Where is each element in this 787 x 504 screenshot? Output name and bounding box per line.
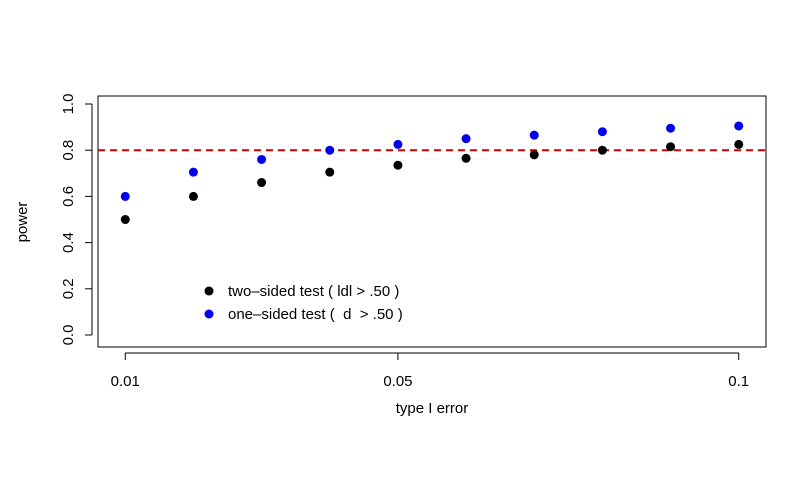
data-point-series-2 [325,145,335,155]
data-point-series-1 [325,167,335,177]
data-point-series-2 [120,191,130,201]
data-point-series-2 [529,130,539,140]
data-point-series-1 [666,142,676,152]
data-point-series-2 [597,127,607,137]
data-point-series-1 [393,160,403,170]
legend-marker-series-1 [204,286,214,296]
legend: two–sided test ( ldl > .50 ) one–sided te… [204,283,403,323]
data-points [120,121,744,224]
x-axis: 0.01 0.05 0.1 [111,352,749,390]
data-point-series-2 [257,154,267,164]
y-tick-label: 0.4 [60,232,77,253]
x-tick-label: 0.01 [111,373,140,390]
data-point-series-2 [734,121,744,131]
y-tick-label: 0.2 [60,278,77,299]
x-tick-label: 0.1 [728,373,749,390]
y-axis-title: power [14,202,31,243]
data-point-series-1 [734,139,744,149]
data-point-series-1 [120,215,130,224]
legend-label-series-2: one–sided test ( d > .50 ) [228,306,403,323]
y-tick-label: 0.0 [60,325,77,346]
data-point-series-2 [461,134,471,144]
data-point-series-1 [597,145,607,155]
y-tick-label: 0.8 [60,140,77,161]
data-point-series-1 [461,153,471,163]
legend-marker-series-2 [204,309,214,319]
data-point-series-1 [188,191,198,201]
x-tick-label: 0.05 [383,373,412,390]
data-point-series-2 [393,139,403,149]
data-point-series-2 [666,123,676,133]
legend-label-series-1: two–sided test ( ldl > .50 ) [228,283,399,300]
data-point-series-2 [188,167,198,177]
y-tick-label: 0.6 [60,186,77,207]
data-point-series-1 [257,178,267,188]
y-axis: 0.0 0.2 0.4 0.6 0.8 1.0 [60,94,93,346]
plot-frame [97,95,767,348]
y-tick-label: 1.0 [60,94,77,115]
data-point-series-1 [529,150,539,160]
x-axis-title: type I error [396,400,469,417]
